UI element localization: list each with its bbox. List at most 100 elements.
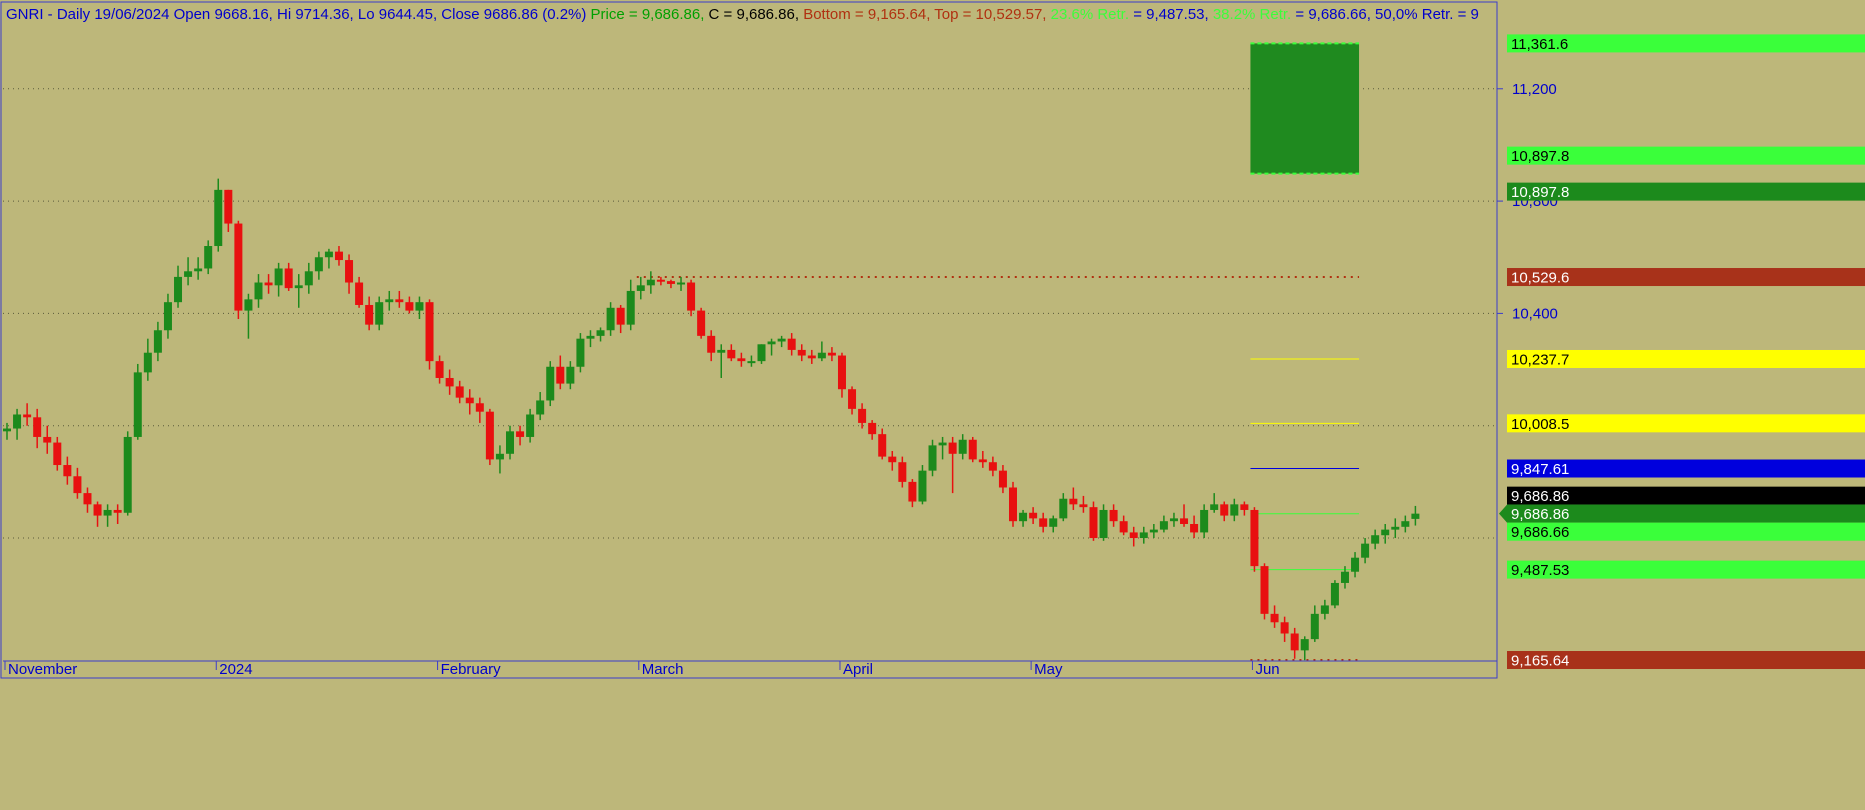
candle-body xyxy=(556,366,565,384)
candle-body xyxy=(214,189,223,247)
candle-body xyxy=(787,338,796,350)
candle-body xyxy=(174,276,183,303)
candle xyxy=(395,290,404,308)
candle-body xyxy=(73,476,82,494)
candle-body xyxy=(1280,622,1289,634)
candle-body xyxy=(1139,532,1148,539)
candle xyxy=(1280,616,1289,642)
candle-body xyxy=(13,414,22,429)
candle xyxy=(415,296,424,320)
candle-body xyxy=(616,307,625,325)
candle xyxy=(153,321,162,362)
candle xyxy=(516,425,525,446)
candle-body xyxy=(888,456,897,463)
candle-body xyxy=(153,330,162,353)
candle-body xyxy=(234,223,243,311)
candle xyxy=(1039,512,1048,533)
candle xyxy=(616,304,625,334)
price-labels-layer: 10,529.6 10,237.7 10,008.5 9,847.61 9,686.66… xyxy=(1499,34,1865,670)
candle xyxy=(817,341,826,362)
price-label-text: 9,487.53 xyxy=(1511,562,1569,579)
candle xyxy=(858,403,867,429)
candle xyxy=(506,425,514,460)
candle-body xyxy=(848,389,857,409)
candle-body xyxy=(998,470,1007,488)
candle-body xyxy=(63,465,72,477)
price-label-bg xyxy=(1507,146,1865,165)
candle xyxy=(23,403,32,426)
candle xyxy=(1159,515,1168,533)
price-label-bg xyxy=(1507,486,1865,505)
candle-body xyxy=(395,299,404,303)
x-tick-label: May xyxy=(1034,661,1063,678)
candle xyxy=(224,189,233,232)
candle-body xyxy=(827,352,836,356)
candle-body xyxy=(365,304,374,325)
candle xyxy=(204,240,213,275)
candle-body xyxy=(405,302,414,311)
candle xyxy=(1290,627,1299,659)
candle-body xyxy=(264,282,273,286)
candle-body xyxy=(1059,498,1068,519)
header-segment: = 9,487.53, xyxy=(1133,6,1213,23)
candle-body xyxy=(737,358,746,362)
candle-body xyxy=(485,411,494,460)
candle xyxy=(334,246,343,266)
candle xyxy=(234,220,243,320)
candle-body xyxy=(53,442,62,466)
price-label-bg xyxy=(1507,268,1865,287)
candle-body xyxy=(606,307,615,331)
candle xyxy=(425,299,434,370)
candle-body xyxy=(23,414,32,418)
candle-body xyxy=(224,189,233,224)
candle xyxy=(214,178,223,252)
y-tick-label: 10,400 xyxy=(1512,305,1558,322)
x-tick-label: November xyxy=(8,661,77,678)
candle-body xyxy=(636,285,645,291)
candle-body xyxy=(1391,526,1400,530)
candle-body xyxy=(626,290,635,325)
candle-body xyxy=(988,462,997,471)
price-label-text: 9,847.61 xyxy=(1511,461,1569,478)
price-label-right-5: 9,686.66 xyxy=(1507,522,1865,541)
candle xyxy=(868,420,877,440)
candle-body xyxy=(656,279,665,282)
candle xyxy=(898,456,907,488)
price-label-right-2: 10,897.8 xyxy=(1507,182,1865,201)
price-label-bg xyxy=(1507,349,1865,368)
candle xyxy=(626,279,635,331)
candle-body xyxy=(1019,512,1028,522)
candle-body xyxy=(898,462,907,482)
candle xyxy=(194,257,203,280)
candle-body xyxy=(455,386,464,398)
candle-body xyxy=(687,282,696,311)
candle xyxy=(1019,509,1028,527)
candle-body xyxy=(817,352,826,359)
price-label-text: 10,237.7 xyxy=(1511,351,1569,368)
candle-body xyxy=(445,377,454,387)
candle xyxy=(1009,481,1017,527)
candle-body xyxy=(33,417,42,437)
candle xyxy=(405,296,414,314)
candle xyxy=(1210,493,1219,513)
candle-body xyxy=(1200,509,1209,533)
candle-body xyxy=(1361,543,1370,558)
candle xyxy=(928,439,937,477)
candle xyxy=(596,327,605,342)
candle xyxy=(254,274,263,308)
candle xyxy=(1059,493,1068,522)
candle xyxy=(1351,552,1360,578)
price-label-bg xyxy=(1507,651,1865,669)
candle-body xyxy=(475,403,484,412)
candle xyxy=(455,380,464,404)
candle-body xyxy=(324,251,333,258)
candle xyxy=(878,428,887,460)
candle xyxy=(103,504,112,527)
candle xyxy=(1139,526,1148,544)
candle-body xyxy=(1039,518,1048,527)
price-label-text: 10,897.8 xyxy=(1511,184,1569,201)
x-tick-label: Jun xyxy=(1255,661,1279,678)
candle-body xyxy=(294,285,303,289)
